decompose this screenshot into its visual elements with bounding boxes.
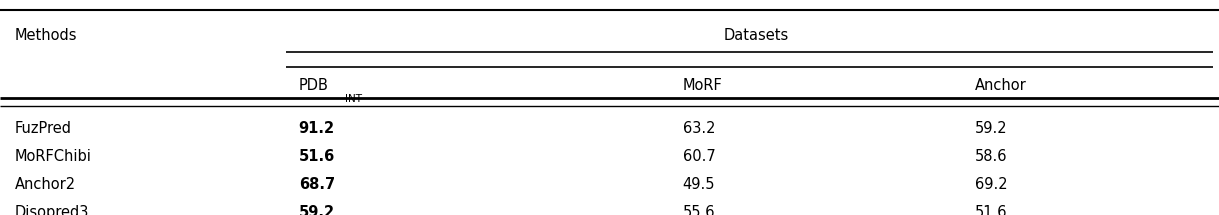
Text: 68.7: 68.7 [299,177,335,192]
Text: 49.5: 49.5 [683,177,716,192]
Text: 69.2: 69.2 [975,177,1008,192]
Text: 60.7: 60.7 [683,149,716,164]
Text: 51.6: 51.6 [975,205,1008,215]
Text: Disopred3: Disopred3 [15,205,89,215]
Text: PDB: PDB [299,78,329,94]
Text: 63.2: 63.2 [683,121,716,137]
Text: 59.2: 59.2 [975,121,1008,137]
Text: 59.2: 59.2 [299,205,335,215]
Text: Anchor2: Anchor2 [15,177,76,192]
Text: Datasets: Datasets [723,28,789,43]
Text: MoRFChibi: MoRFChibi [15,149,91,164]
Text: FuzPred: FuzPred [15,121,72,137]
Text: INT: INT [345,94,362,104]
Text: MoRF: MoRF [683,78,723,94]
Text: Methods: Methods [15,28,77,43]
Text: 58.6: 58.6 [975,149,1008,164]
Text: 91.2: 91.2 [299,121,335,137]
Text: 55.6: 55.6 [683,205,716,215]
Text: 51.6: 51.6 [299,149,335,164]
Text: Anchor: Anchor [975,78,1026,94]
